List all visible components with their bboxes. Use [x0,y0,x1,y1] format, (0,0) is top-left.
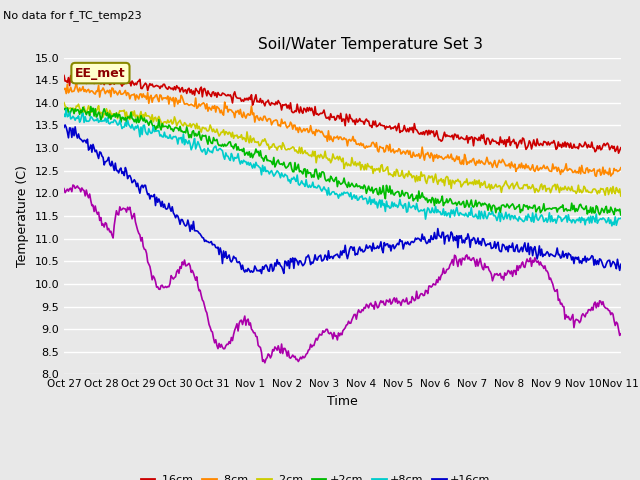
X-axis label: Time: Time [327,395,358,408]
Y-axis label: Temperature (C): Temperature (C) [16,165,29,267]
Text: No data for f_TC_temp23: No data for f_TC_temp23 [3,10,142,21]
Title: Soil/Water Temperature Set 3: Soil/Water Temperature Set 3 [258,37,483,52]
Text: EE_met: EE_met [75,67,126,80]
